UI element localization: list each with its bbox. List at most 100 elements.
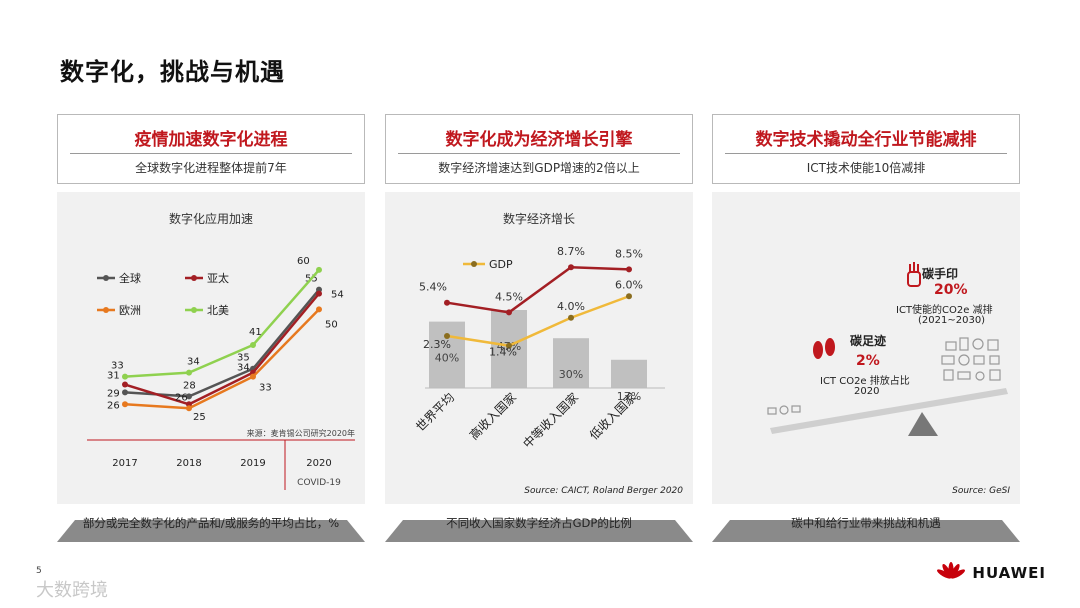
- bar-chart: 40%47%30%17%2.3%1.4%4.0%6.0%5.4%4.5%8.7%…: [413, 245, 665, 452]
- series-line: [446, 265, 630, 314]
- data-label: 8.7%: [557, 245, 585, 258]
- footprint-title: 碳足迹: [850, 334, 887, 348]
- data-label: 28: [183, 380, 196, 391]
- data-label: 34: [187, 357, 200, 368]
- data-label: 26: [175, 392, 188, 403]
- data-label: 26: [107, 400, 120, 411]
- data-label: 54: [331, 290, 344, 301]
- data-label: 4.5%: [495, 290, 523, 303]
- data-label: 29: [107, 388, 120, 399]
- line-chart-title: 数字化应用加速: [168, 212, 253, 226]
- data-label: 1.4%: [489, 346, 517, 359]
- data-label: 41: [249, 327, 262, 338]
- data-label: 50: [325, 319, 338, 330]
- handprint-icon: [907, 262, 921, 287]
- data-point: [626, 266, 632, 273]
- data-point: [506, 309, 512, 316]
- seesaw-plank: [770, 388, 1008, 434]
- panel-header-3: 数字技术撬动全行业节能减排 ICT技术使能10倍减排: [712, 114, 1020, 184]
- data-label: 8.5%: [615, 247, 643, 260]
- panel-2-footer: 不同收入国家数字经济占GDP的比例: [385, 512, 693, 542]
- bar-chart-title: 数字经济增长: [502, 212, 575, 226]
- footprint-year: 2020: [854, 386, 880, 397]
- huawei-logo: HUAWEI: [936, 562, 1046, 584]
- data-point: [250, 373, 256, 380]
- data-label: 31: [107, 371, 120, 382]
- legend-label: 北美: [207, 304, 229, 317]
- legend-label: 欧洲: [119, 304, 141, 317]
- bar-label: 17%: [617, 390, 641, 403]
- data-point: [444, 333, 450, 340]
- data-label: 4.0%: [557, 300, 585, 313]
- data-point: [186, 405, 192, 412]
- data-point: [122, 389, 128, 396]
- bar-label: 30%: [559, 368, 583, 381]
- data-point: [122, 381, 128, 388]
- series-line-欧洲: [124, 308, 320, 410]
- panel-3-footer: 碳中和给行业带来挑战和机遇: [712, 512, 1020, 542]
- data-point: [506, 342, 512, 349]
- panel-3-subheading: ICT技术使能10倍减排: [806, 161, 926, 175]
- data-point: [568, 314, 574, 321]
- handprint-title: 碳手印: [922, 267, 959, 281]
- data-point: [316, 290, 322, 297]
- seesaw-fulcrum: [908, 412, 938, 436]
- data-label: 33: [259, 383, 272, 394]
- data-label: 2.3%: [423, 338, 451, 351]
- panel-3-footer-text: 碳中和给行业带来挑战和机遇: [791, 516, 941, 530]
- panel-header-2: 数字化成为经济增长引擎 数字经济增速达到GDP增速的2倍以上: [385, 114, 693, 184]
- panel-2-subheading: 数字经济增速达到GDP增速的2倍以上: [438, 161, 640, 175]
- device-icons: [767, 405, 801, 415]
- data-label: 33: [111, 361, 124, 372]
- carbon-panel: 碳手印 20% ICT使能的CO2e 减排 (2021~2030) 碳足迹 2%…: [712, 192, 1020, 504]
- industry-icons: [941, 337, 1001, 381]
- line-chart-panel: 数字化应用加速 29 28 35 55 31 26 34 54 26 25 33 50 33 34 41 60…: [57, 192, 365, 504]
- legend-label: 亚太: [207, 272, 229, 285]
- legend-marker: [103, 307, 109, 313]
- x-tick-label: 中等收入国家: [520, 390, 582, 452]
- legend-marker: [191, 307, 197, 313]
- bar-chart-panel: 数字经济增长 40%47%30%17%2.3%1.4%4.0%6.0%5.4%4…: [385, 192, 693, 504]
- x-tick-label: 世界平均: [413, 390, 457, 434]
- data-point: [316, 266, 322, 273]
- x-tick-label: 2019: [240, 458, 265, 469]
- series-line: [446, 295, 630, 347]
- x-tick-label: 2018: [176, 458, 201, 469]
- series-line-亚太: [124, 292, 320, 406]
- divider: [70, 153, 352, 154]
- footprint-icon: [813, 338, 835, 359]
- legend-label: 全球: [119, 271, 141, 285]
- footprint-value: 2%: [856, 353, 880, 369]
- huawei-flower-icon: [937, 562, 966, 579]
- series-line-北美: [124, 269, 320, 378]
- bar-chart-source: Source: CAICT, Roland Berger 2020: [524, 486, 683, 496]
- panel-2-footer-text: 不同收入国家数字经济占GDP的比例: [446, 516, 632, 530]
- panel-1-footer-text: 部分或完全数字化的产品和/或服务的平均占比，%: [82, 516, 340, 530]
- data-point: [316, 306, 322, 313]
- data-label: 6.0%: [615, 278, 643, 291]
- panel-1-subheading: 全球数字化进程整体提前7年: [135, 161, 287, 175]
- data-point: [122, 401, 128, 408]
- carbon-source: Source: GeSI: [952, 486, 1010, 496]
- handprint-period: (2021~2030): [918, 315, 986, 326]
- data-point: [568, 264, 574, 271]
- watermark: 大数跨境: [36, 580, 108, 601]
- handprint-desc: ICT使能的CO2e 减排: [896, 305, 993, 316]
- x-tick-label: 高收入国家: [466, 390, 519, 443]
- brand-wordmark: HUAWEI: [972, 564, 1046, 582]
- bar: [429, 321, 465, 388]
- panel-1-heading: 疫情加速数字化进程: [134, 130, 288, 150]
- legend-marker: [471, 261, 477, 267]
- legend-marker: [103, 275, 109, 281]
- panel-1-footer: 部分或完全数字化的产品和/或服务的平均占比，%: [57, 512, 365, 542]
- data-label: 34: [237, 363, 250, 374]
- data-point: [186, 393, 192, 400]
- slide-title: 数字化，挑战与机遇: [60, 58, 285, 86]
- panel-3-heading: 数字技术撬动全行业节能减排: [755, 130, 977, 150]
- data-point: [122, 373, 128, 380]
- panel-2-heading: 数字化成为经济增长引擎: [445, 130, 633, 150]
- data-point: [186, 369, 192, 376]
- panel-header-1: 疫情加速数字化进程 全球数字化进程整体提前7年: [57, 114, 365, 184]
- x-tick-label: 2020: [306, 458, 331, 469]
